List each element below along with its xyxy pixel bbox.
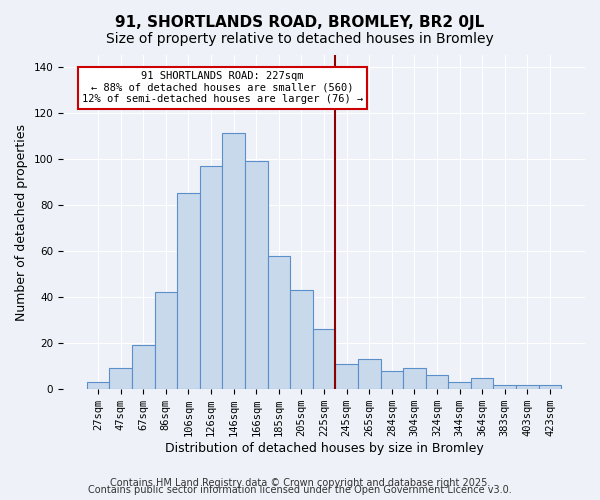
X-axis label: Distribution of detached houses by size in Bromley: Distribution of detached houses by size … — [164, 442, 484, 455]
Bar — [335, 364, 358, 389]
Bar — [155, 292, 177, 389]
Bar — [132, 346, 155, 389]
Bar — [358, 360, 380, 389]
Text: Contains public sector information licensed under the Open Government Licence v3: Contains public sector information licen… — [88, 485, 512, 495]
Bar — [313, 330, 335, 389]
Bar — [245, 161, 268, 389]
Bar — [223, 134, 245, 389]
Bar — [516, 384, 539, 389]
Bar — [471, 378, 493, 389]
Bar — [177, 194, 200, 389]
Bar — [200, 166, 223, 389]
Bar — [109, 368, 132, 389]
Text: Size of property relative to detached houses in Bromley: Size of property relative to detached ho… — [106, 32, 494, 46]
Bar — [425, 376, 448, 389]
Y-axis label: Number of detached properties: Number of detached properties — [15, 124, 28, 320]
Text: Contains HM Land Registry data © Crown copyright and database right 2025.: Contains HM Land Registry data © Crown c… — [110, 478, 490, 488]
Bar — [539, 384, 561, 389]
Bar — [87, 382, 109, 389]
Text: 91 SHORTLANDS ROAD: 227sqm
← 88% of detached houses are smaller (560)
12% of sem: 91 SHORTLANDS ROAD: 227sqm ← 88% of deta… — [82, 71, 363, 104]
Bar — [380, 371, 403, 389]
Bar — [290, 290, 313, 389]
Bar — [448, 382, 471, 389]
Bar — [493, 384, 516, 389]
Bar — [268, 256, 290, 389]
Bar — [403, 368, 425, 389]
Text: 91, SHORTLANDS ROAD, BROMLEY, BR2 0JL: 91, SHORTLANDS ROAD, BROMLEY, BR2 0JL — [115, 15, 485, 30]
